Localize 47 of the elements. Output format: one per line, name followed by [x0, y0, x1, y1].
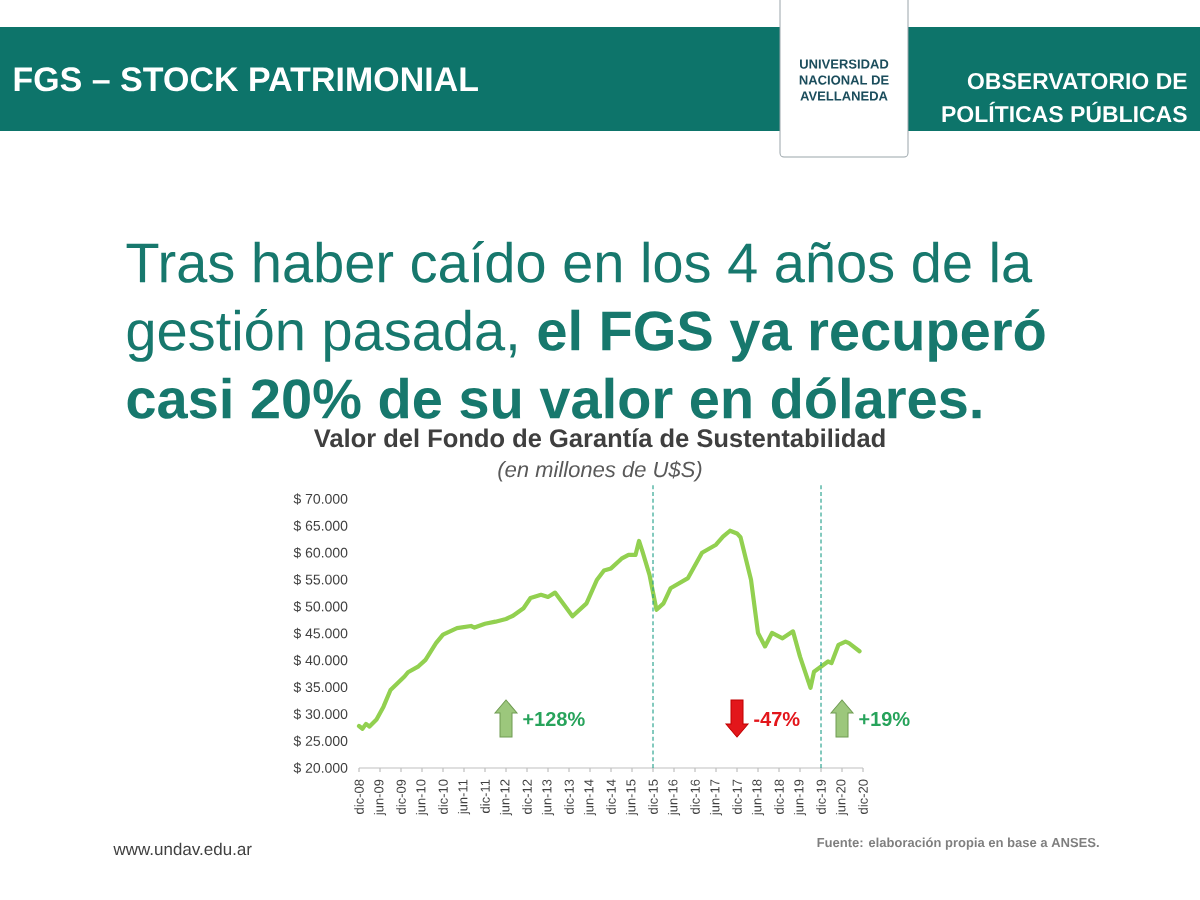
y-tick-label: $ 50.000: [293, 600, 348, 613]
text: OBSERVATORIO DE POLÍTICAS PÚBLICAS: [942, 72, 1187, 123]
x-tick-label: dic-19: [816, 779, 826, 814]
y-tick-label: $ 65.000: [293, 520, 348, 532]
y-tick-label: $ 40.000: [293, 654, 348, 667]
y-tick-label: $ 20.000: [293, 762, 348, 774]
x-tick-label: dic-10: [438, 779, 448, 814]
x-tick-label: jun-13: [541, 779, 555, 816]
x-tick-label: jun-11: [457, 779, 471, 815]
x-tick-label: dic-16: [690, 779, 700, 814]
y-tick-label: $ 60.000: [293, 547, 348, 559]
x-tick-label: dic-09: [396, 779, 406, 814]
x-tick-label: jun-14: [583, 779, 597, 816]
y-tick-label: $ 25.000: [293, 735, 348, 747]
x-tick-label: jun-17: [709, 779, 723, 816]
x-tick-label: dic-20: [858, 779, 868, 814]
x-tick-label: dic-11: [480, 779, 490, 813]
chart-title: Valor del Fondo de Garantía de Sustentabilidad: [313, 428, 885, 448]
annotation: +128%: [523, 711, 585, 727]
x-tick-label: dic-15: [648, 779, 658, 814]
x-tick-label: dic-18: [774, 779, 784, 814]
text: FGS – STOCK PATRIMONIAL: [14, 67, 478, 92]
x-tick-label: dic-08: [354, 779, 364, 814]
annotation: -47%: [754, 711, 800, 727]
y-tick-label: $ 45.000: [293, 627, 348, 640]
y-tick-label: $ 55.000: [293, 574, 348, 586]
x-tick-label: jun-18: [751, 779, 765, 816]
annotation: +19%: [859, 711, 910, 727]
x-tick-label: jun-15: [625, 779, 639, 816]
y-tick-label: $ 35.000: [293, 681, 348, 693]
x-tick-label: jun-09: [373, 779, 387, 816]
x-tick-label: dic-12: [522, 779, 532, 814]
text: Tras haber caído en los 4 años de la gestión pasada, el FGS ya recuperó casi 20% de su valor en dólares.: [126, 241, 1045, 419]
y-tick-label: $ 30.000: [293, 708, 348, 720]
text: UNIVERSIDAD NACIONAL DE AVELLANEDA: [799, 59, 889, 101]
source-note: Fuente: elaboración propia en base a ANSES.: [817, 837, 1099, 850]
x-tick-label: dic-17: [732, 779, 742, 814]
y-tick-label: $ 70.000: [293, 493, 348, 505]
text: www.undav.edu.ar: [113, 842, 252, 856]
x-tick-label: jun-16: [667, 779, 681, 816]
x-tick-label: jun-20: [835, 779, 849, 816]
chart-subtitle: (en millones de U$S): [498, 460, 702, 482]
x-tick-label: dic-13: [564, 779, 574, 814]
x-tick-label: jun-19: [793, 779, 807, 816]
x-tick-label: jun-10: [415, 779, 429, 816]
x-tick-label: jun-12: [499, 779, 513, 816]
x-tick-label: dic-14: [606, 779, 616, 814]
